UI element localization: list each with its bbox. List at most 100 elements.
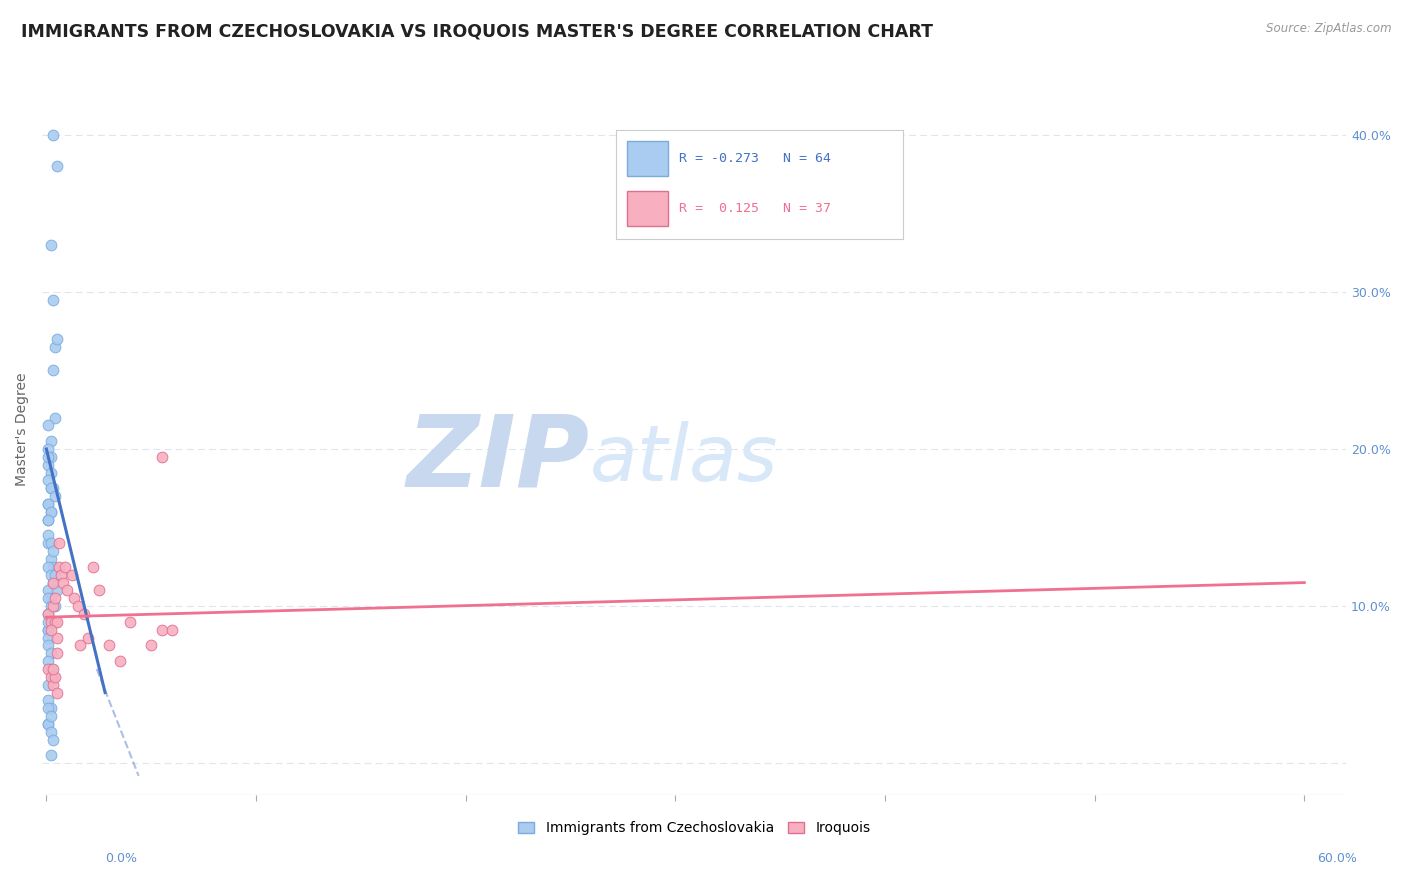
- Text: ZIP: ZIP: [406, 410, 591, 508]
- Point: [37, 607, 59, 621]
- Point: [37, 497, 59, 511]
- Point: [41, 128, 63, 142]
- Point: [39, 536, 62, 550]
- Point: [39, 434, 62, 449]
- Point: [37, 693, 59, 707]
- Point: [44, 670, 66, 684]
- Point: [44, 591, 66, 606]
- Point: [41, 559, 63, 574]
- Point: [39, 567, 62, 582]
- Point: [39, 591, 62, 606]
- Point: [160, 623, 183, 637]
- Point: [37, 418, 59, 433]
- Point: [108, 654, 131, 668]
- Point: [39, 701, 62, 715]
- Point: [39, 481, 62, 495]
- Point: [49, 567, 72, 582]
- Point: [45, 631, 67, 645]
- Point: [66, 599, 89, 614]
- Point: [82, 559, 104, 574]
- Point: [48, 559, 70, 574]
- Point: [53, 559, 76, 574]
- Point: [39, 724, 62, 739]
- Point: [45, 332, 67, 346]
- Point: [37, 654, 59, 668]
- Point: [39, 646, 62, 660]
- Point: [150, 450, 173, 464]
- Point: [37, 607, 59, 621]
- Point: [37, 591, 59, 606]
- Point: [39, 505, 62, 519]
- Point: [41, 363, 63, 377]
- Point: [44, 410, 66, 425]
- Point: [37, 536, 59, 550]
- Point: [141, 639, 163, 653]
- Point: [77, 631, 100, 645]
- Point: [41, 575, 63, 590]
- Point: [37, 513, 59, 527]
- Point: [39, 623, 62, 637]
- Point: [37, 559, 59, 574]
- Point: [37, 583, 59, 598]
- Point: [41, 615, 63, 629]
- Text: IMMIGRANTS FROM CZECHOSLOVAKIA VS IROQUOIS MASTER'S DEGREE CORRELATION CHART: IMMIGRANTS FROM CZECHOSLOVAKIA VS IROQUO…: [21, 22, 934, 40]
- Point: [39, 505, 62, 519]
- Point: [41, 544, 63, 558]
- Point: [37, 497, 59, 511]
- Point: [39, 552, 62, 566]
- Point: [37, 662, 59, 676]
- Point: [39, 615, 62, 629]
- Point: [37, 513, 59, 527]
- Point: [37, 623, 59, 637]
- Text: 60.0%: 60.0%: [1317, 852, 1357, 864]
- Point: [45, 685, 67, 699]
- Point: [41, 670, 63, 684]
- Point: [39, 481, 62, 495]
- Point: [44, 340, 66, 354]
- Point: [52, 575, 75, 590]
- Point: [37, 615, 59, 629]
- Point: [37, 717, 59, 731]
- Y-axis label: Master's Degree: Master's Degree: [15, 373, 30, 486]
- Point: [44, 615, 66, 629]
- Point: [69, 639, 91, 653]
- Point: [39, 748, 62, 763]
- Point: [44, 599, 66, 614]
- Point: [37, 717, 59, 731]
- Point: [41, 662, 63, 676]
- Point: [37, 528, 59, 542]
- Point: [98, 639, 121, 653]
- Text: Source: ZipAtlas.com: Source: ZipAtlas.com: [1267, 22, 1392, 36]
- Point: [41, 599, 63, 614]
- Point: [41, 481, 63, 495]
- Point: [37, 450, 59, 464]
- Point: [60, 567, 83, 582]
- Point: [150, 623, 173, 637]
- Point: [87, 583, 110, 598]
- Text: atlas: atlas: [591, 421, 779, 497]
- Legend: Immigrants from Czechoslovakia, Iroquois: Immigrants from Czechoslovakia, Iroquois: [517, 822, 870, 835]
- Point: [37, 442, 59, 456]
- Point: [39, 599, 62, 614]
- Text: 0.0%: 0.0%: [105, 852, 138, 864]
- Point: [37, 458, 59, 472]
- Point: [44, 489, 66, 503]
- Point: [48, 536, 70, 550]
- Point: [37, 639, 59, 653]
- Point: [45, 646, 67, 660]
- Point: [45, 583, 67, 598]
- Point: [62, 591, 84, 606]
- Point: [73, 607, 96, 621]
- Point: [37, 678, 59, 692]
- Point: [45, 615, 67, 629]
- Point: [56, 583, 79, 598]
- Point: [37, 631, 59, 645]
- Point: [37, 474, 59, 488]
- Point: [37, 623, 59, 637]
- Point: [37, 701, 59, 715]
- Point: [44, 567, 66, 582]
- Point: [45, 159, 67, 173]
- Point: [41, 678, 63, 692]
- Point: [120, 615, 142, 629]
- Point: [39, 662, 62, 676]
